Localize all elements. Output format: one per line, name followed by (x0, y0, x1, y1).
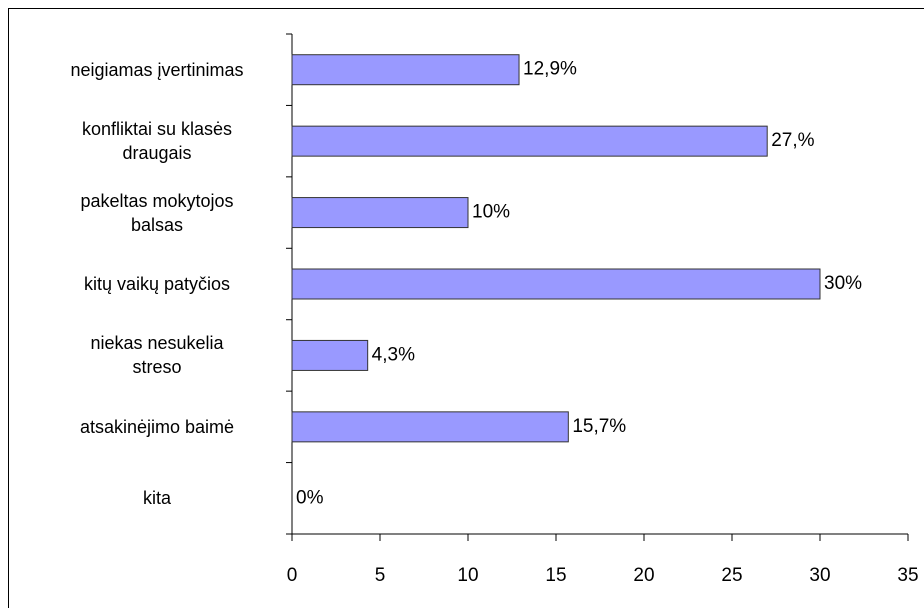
x-tick-label: 20 (633, 565, 654, 586)
value-label: 27,% (771, 130, 814, 151)
x-tick-label: 35 (897, 565, 918, 586)
value-label: 4,3% (372, 344, 415, 365)
bar (291, 54, 520, 86)
category-label: niekas nesukelia streso (90, 333, 224, 378)
category-label: kitų vaikų patyčios (83, 274, 231, 294)
category-label: konfliktai su klasės draugais (81, 119, 233, 164)
x-tick-label: 30 (809, 565, 830, 586)
category-label: atsakinėjimo baimė (79, 416, 235, 437)
category-label: neigiamas įvertinimas (70, 59, 244, 80)
x-tick-label: 25 (721, 565, 742, 586)
value-label: 15,7% (572, 416, 626, 437)
bar (291, 125, 768, 157)
value-label: 0% (296, 487, 324, 508)
x-tick-label: 15 (545, 565, 566, 586)
bar (291, 268, 821, 300)
value-label: 30% (824, 273, 862, 294)
value-label: 10% (472, 202, 510, 223)
bar (291, 411, 569, 443)
x-tick-label: 5 (375, 565, 386, 586)
value-label: 12,9% (523, 59, 577, 80)
category-label: pakeltas mokytojos balsas (80, 190, 234, 235)
x-tick-label: 10 (457, 565, 478, 586)
x-tick-label: 0 (287, 565, 298, 586)
category-label: kita (142, 488, 171, 509)
bar (291, 339, 369, 371)
chart-frame (8, 8, 924, 608)
bar (291, 197, 469, 229)
